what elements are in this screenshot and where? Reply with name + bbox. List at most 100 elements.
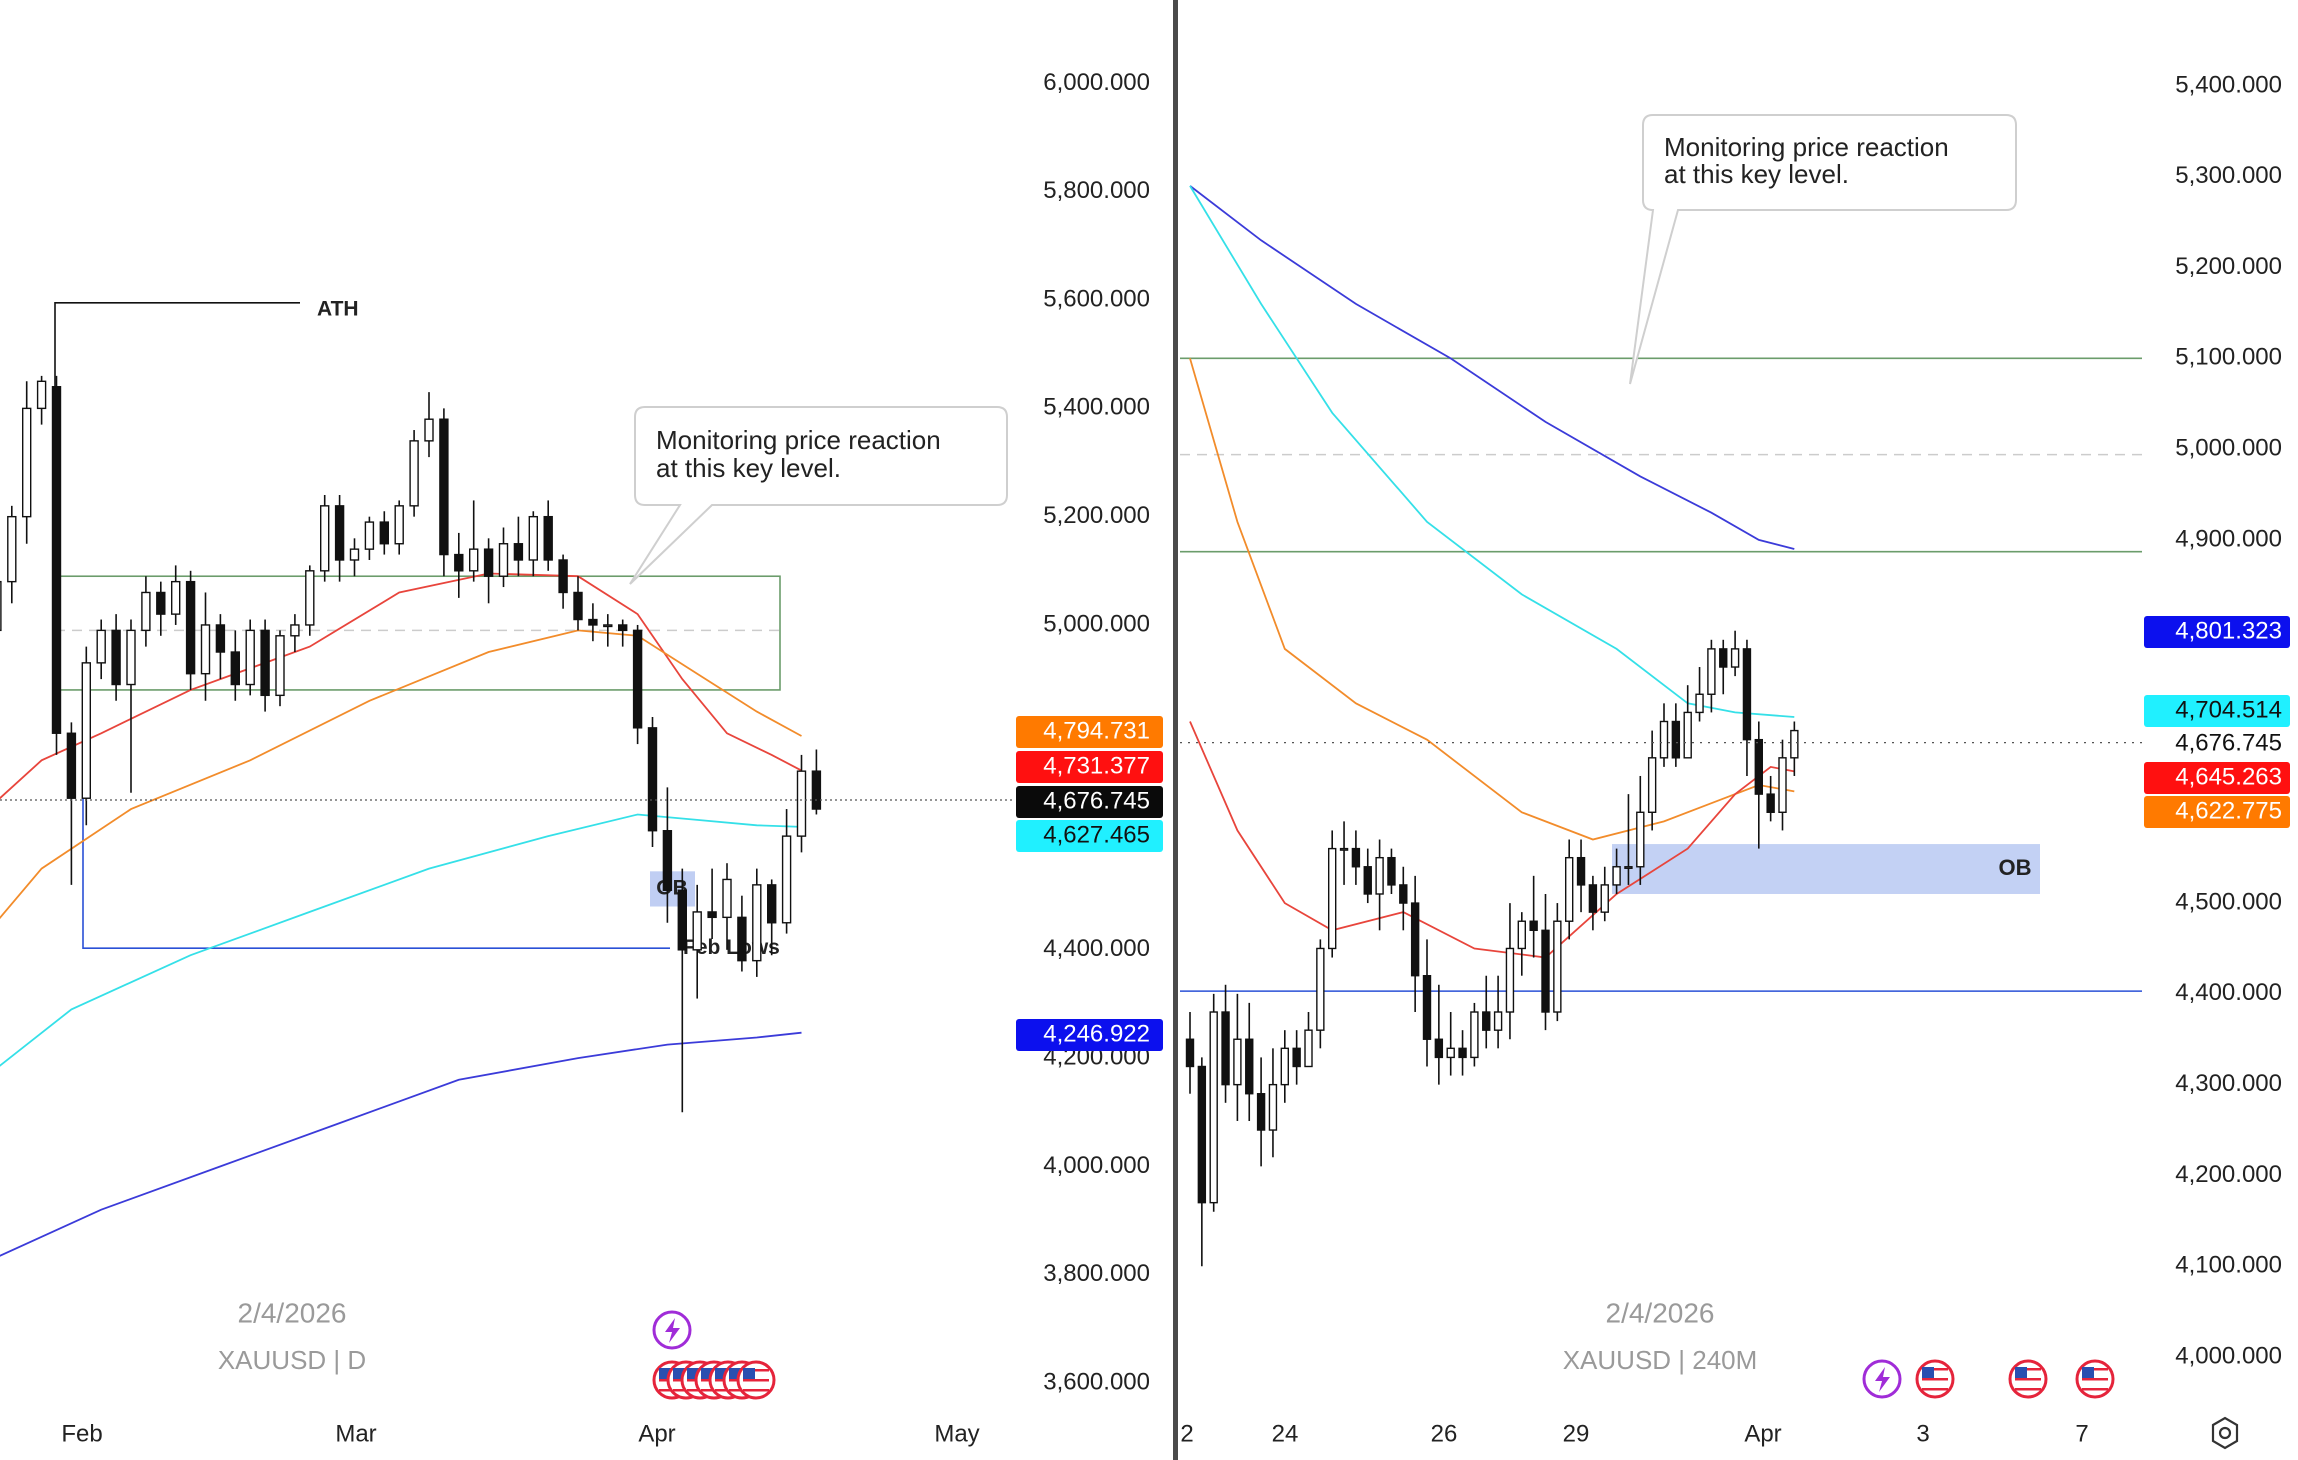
candle[interactable]	[22, 381, 32, 544]
candle[interactable]	[528, 511, 538, 577]
candle[interactable]	[349, 538, 360, 577]
us-flag-event-icon[interactable]	[2008, 1359, 2048, 1399]
y-tick-label[interactable]: 4,300.000	[2175, 1070, 2282, 1097]
candle[interactable]	[588, 603, 598, 642]
x-tick-label[interactable]: 7	[2075, 1420, 2088, 1447]
candle[interactable]	[1576, 839, 1586, 913]
price-badge-cyan[interactable]	[2144, 695, 2290, 727]
candle[interactable]	[170, 565, 181, 625]
candle[interactable]	[0, 555, 2, 652]
candle[interactable]	[1636, 775, 1645, 885]
candle[interactable]	[543, 500, 553, 571]
chart-panel-h4[interactable]: OB 2/4/2026 XAUUSD | 240M Monitoring price …	[1180, 71, 2290, 1447]
candle[interactable]	[1280, 1030, 1290, 1103]
y-tick-label[interactable]: 4,400.000	[1043, 935, 1150, 962]
us-flag-event-icon[interactable]	[2075, 1359, 2115, 1399]
candle[interactable]	[7, 505, 17, 604]
candle[interactable]	[230, 630, 241, 701]
candle[interactable]	[1671, 703, 1681, 767]
candle[interactable]	[1399, 866, 1408, 931]
candle[interactable]	[1790, 721, 1799, 776]
y-tick-label[interactable]: 5,300.000	[2175, 162, 2282, 189]
candle[interactable]	[647, 717, 658, 847]
panel-divider[interactable]	[1173, 0, 1178, 1460]
y-tick-label[interactable]: 5,000.000	[2175, 434, 2282, 461]
candle[interactable]	[1458, 1030, 1467, 1076]
candle[interactable]	[245, 619, 255, 696]
y-tick-label[interactable]: 4,500.000	[2175, 888, 2282, 915]
candle[interactable]	[1505, 903, 1515, 1040]
candle[interactable]	[1375, 839, 1384, 931]
settings-gear-icon[interactable]	[2211, 1416, 2239, 1450]
candle[interactable]	[409, 430, 419, 517]
candle[interactable]	[1553, 903, 1562, 1022]
candle[interactable]	[1719, 639, 1728, 695]
candle[interactable]	[632, 624, 643, 745]
candle[interactable]	[692, 884, 702, 999]
y-tick-label[interactable]: 5,200.000	[1043, 502, 1150, 529]
candle[interactable]	[111, 614, 121, 701]
candle[interactable]	[1742, 639, 1752, 776]
candle[interactable]	[1292, 1030, 1301, 1085]
candle[interactable]	[156, 581, 166, 636]
candle[interactable]	[469, 500, 479, 582]
ema-line-blue[interactable]	[0, 1031, 802, 1264]
candle[interactable]	[1387, 848, 1396, 894]
candle[interactable]	[1564, 839, 1574, 940]
candle[interactable]	[1588, 875, 1598, 931]
candle[interactable]	[200, 592, 211, 701]
y-tick-label[interactable]: 6,000.000	[1043, 69, 1150, 96]
candle[interactable]	[96, 619, 106, 680]
us-flag-event-icon[interactable]	[1915, 1359, 1955, 1399]
price-badge-cyan[interactable]	[1016, 820, 1163, 852]
candle[interactable]	[1233, 993, 1242, 1121]
candle[interactable]	[1256, 1057, 1266, 1167]
ema-line-blue[interactable]	[1189, 185, 1795, 550]
candle[interactable]	[796, 754, 807, 853]
price-badge-white[interactable]	[2144, 728, 2290, 760]
candle[interactable]	[1422, 939, 1432, 1067]
y-tick-label[interactable]: 3,800.000	[1043, 1260, 1150, 1287]
order-block-zone[interactable]	[650, 871, 695, 907]
candle[interactable]	[1612, 848, 1621, 894]
callout-bubble[interactable]	[1629, 114, 2017, 385]
candle[interactable]	[1470, 1002, 1479, 1067]
candle[interactable]	[126, 619, 136, 793]
candle[interactable]	[662, 787, 673, 923]
price-badge-blue[interactable]	[2144, 616, 2290, 648]
us-flag-event-icon[interactable]	[736, 1360, 776, 1400]
candle[interactable]	[1647, 730, 1657, 831]
candle[interactable]	[781, 809, 792, 934]
x-tick-label[interactable]: Apr	[638, 1420, 675, 1447]
x-tick-label[interactable]: Feb	[61, 1420, 102, 1447]
candle[interactable]	[1446, 1012, 1455, 1076]
candle[interactable]	[513, 516, 524, 577]
candle[interactable]	[573, 576, 583, 631]
candle[interactable]	[305, 565, 315, 636]
candle[interactable]	[1517, 912, 1527, 976]
ema-line-orange[interactable]	[0, 629, 802, 939]
y-tick-label[interactable]: 4,100.000	[2175, 1252, 2282, 1279]
price-badge-red[interactable]	[1016, 751, 1163, 783]
candle[interactable]	[1624, 794, 1633, 885]
y-tick-label[interactable]: 5,000.000	[1043, 610, 1150, 637]
candle[interactable]	[439, 408, 449, 577]
candle[interactable]	[1766, 775, 1775, 822]
candle[interactable]	[379, 511, 389, 555]
y-tick-label[interactable]: 5,800.000	[1043, 177, 1150, 204]
y-tick-label[interactable]: 4,400.000	[2175, 979, 2282, 1006]
candle[interactable]	[1327, 830, 1337, 958]
candle[interactable]	[141, 576, 151, 647]
candle[interactable]	[737, 895, 747, 972]
candle[interactable]	[260, 619, 270, 712]
candle[interactable]	[1778, 739, 1787, 831]
y-tick-label[interactable]: 4,000.000	[1043, 1152, 1150, 1179]
candle[interactable]	[334, 495, 345, 582]
candle[interactable]	[36, 375, 47, 425]
candle[interactable]	[558, 554, 568, 609]
candle[interactable]	[215, 614, 226, 680]
y-tick-label[interactable]: 5,400.000	[2175, 71, 2282, 98]
y-tick-label[interactable]: 5,400.000	[1043, 394, 1150, 421]
x-tick-label[interactable]: 26	[1431, 1420, 1458, 1447]
